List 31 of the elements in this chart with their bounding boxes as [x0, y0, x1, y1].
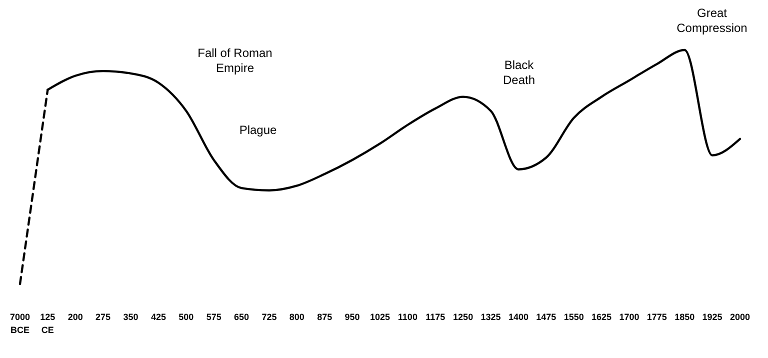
x-tick-label: 1175 [426, 312, 446, 322]
x-tick-label: 875 [317, 312, 332, 322]
x-tick-label: 1700 [619, 312, 640, 322]
x-tick-label: 575 [206, 312, 222, 322]
x-tick-label: 800 [289, 312, 304, 322]
x-tick-label: 1925 [702, 312, 722, 322]
x-tick-label: 725 [262, 312, 277, 322]
x-tick-label: 650 [234, 312, 250, 322]
x-tick-label: 950 [344, 312, 360, 322]
x-tick-label: 1775 [646, 312, 667, 322]
x-tick-label: 1475 [536, 312, 556, 322]
text: Great Compression [676, 6, 748, 35]
x-tick-label: 7000 BCE [10, 312, 30, 335]
annotation: Fall of Roman Empire [198, 46, 272, 75]
annotation: Plague [239, 123, 278, 137]
x-tick-label: 1625 [592, 312, 612, 322]
x-tick-label: 425 [150, 312, 166, 322]
x-tick-label: 200 [68, 312, 83, 322]
x-tick-label: 1850 [674, 312, 695, 322]
x-tick-label: 1550 [564, 312, 584, 322]
x-tick-label: 500 [178, 312, 194, 322]
x-tick-label: 2000 [730, 312, 750, 322]
x-tick-label: 1100 [398, 312, 418, 322]
x-tick-label: 1250 [453, 312, 474, 322]
x-tick-label: 1400 [508, 312, 528, 322]
x-tick-label: 1025 [370, 312, 390, 322]
x-tick-label: 350 [123, 312, 138, 322]
annotation: Black Death [502, 58, 536, 87]
x-tick-label: 275 [96, 312, 111, 322]
x-tick-label: 125 CE [40, 312, 56, 335]
x-tick-label: 1325 [480, 312, 501, 322]
